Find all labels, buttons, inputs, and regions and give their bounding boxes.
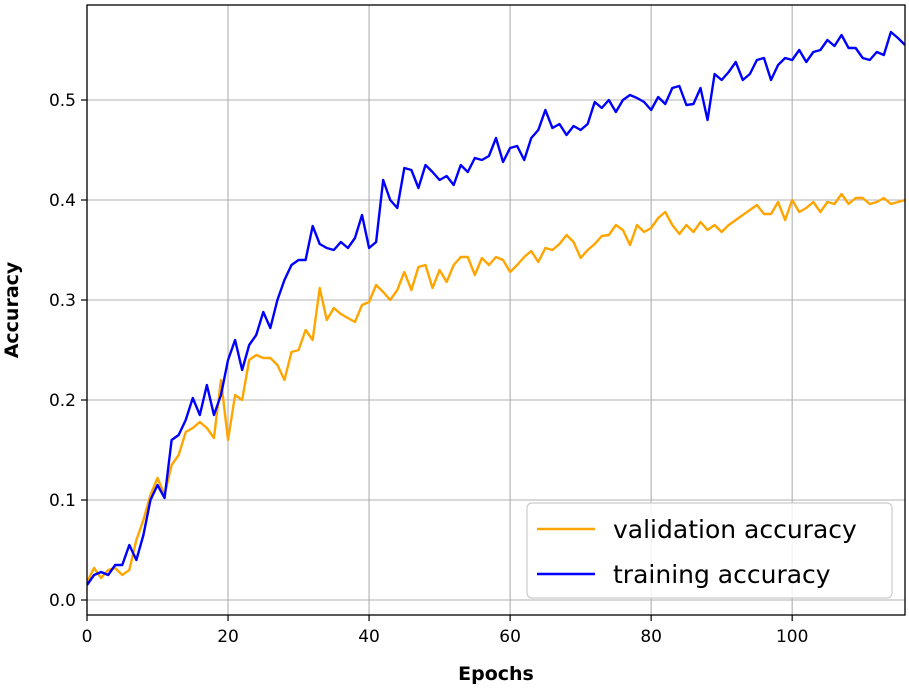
x-axis-label: Epochs: [458, 663, 534, 685]
x-tick-label: 60: [499, 627, 521, 647]
legend: validation accuracy training accuracy: [526, 502, 893, 599]
legend-label-training: training accuracy: [613, 560, 831, 589]
y-tick-label: 0.0: [49, 591, 76, 611]
x-tick-label: 80: [640, 627, 662, 647]
y-tick-label: 0.3: [49, 291, 76, 311]
x-tick-label: 100: [776, 627, 808, 647]
x-tick-label: 40: [358, 627, 380, 647]
x-tick-label: 0: [82, 627, 93, 647]
axis-ticks: 0 20 40 60 80 100 0.0 0.1 0.2 0.3 0.4 0.5: [49, 91, 808, 647]
legend-box: [526, 502, 893, 599]
series-line-training: [87, 30, 905, 586]
legend-label-validation: validation accuracy: [613, 515, 857, 544]
y-tick-label: 0.1: [49, 491, 76, 511]
series-line-validation: [87, 192, 905, 583]
plot-frame: [86, 4, 906, 616]
y-tick-label: 0.2: [49, 391, 76, 411]
grid-lines: [86, 5, 905, 615]
y-tick-label: 0.5: [49, 91, 76, 111]
series-lines: [87, 30, 905, 586]
y-axis-label: Accuracy: [1, 261, 23, 358]
y-tick-label: 0.4: [49, 191, 76, 211]
x-tick-label: 20: [217, 627, 239, 647]
